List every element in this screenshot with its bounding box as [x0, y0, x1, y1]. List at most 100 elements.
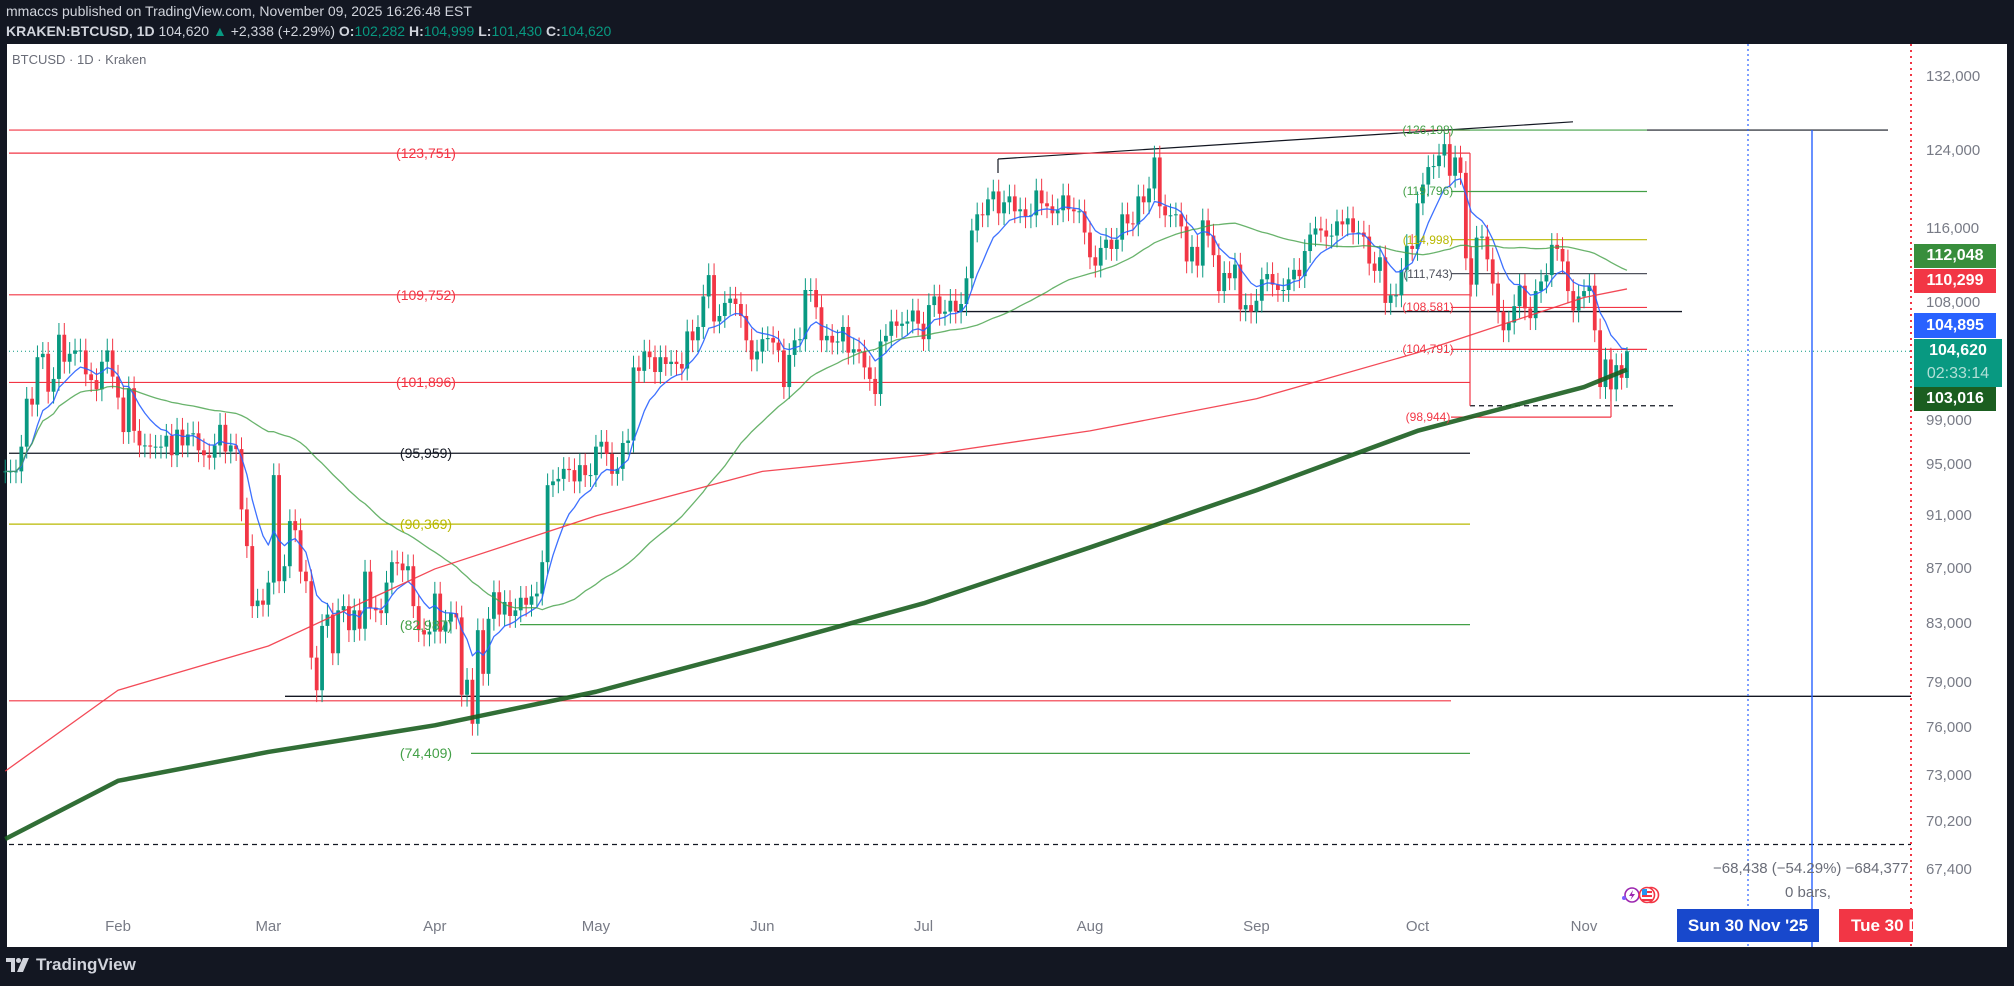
level-label: (108,581)	[1402, 300, 1454, 315]
candle-body	[722, 302, 727, 316]
candle-body	[416, 606, 421, 631]
candle-body	[1485, 236, 1490, 260]
up-triangle-icon: ▲	[212, 23, 227, 39]
candle-body	[674, 361, 679, 365]
candle-body	[142, 445, 147, 447]
time-axis-label: Mar	[255, 918, 282, 935]
candle-body	[1012, 196, 1017, 212]
candle-body	[1200, 220, 1205, 266]
candle-body	[760, 339, 765, 352]
long-ma-price-badge: 103,016	[1914, 387, 1996, 411]
candle-body	[567, 468, 571, 471]
candle-body	[1340, 221, 1345, 225]
open-label: O:	[338, 23, 355, 39]
candle-body	[1329, 235, 1334, 237]
candle-body	[900, 323, 904, 326]
candle-body	[529, 596, 534, 605]
candle-body	[696, 326, 700, 341]
candle-body	[1141, 196, 1146, 203]
candle-body	[824, 335, 829, 341]
candle-body	[1367, 236, 1372, 264]
candle-body	[1249, 305, 1253, 312]
candle-body	[819, 307, 824, 341]
moving-average-line	[5, 178, 1628, 657]
candle-body	[1324, 230, 1329, 237]
candle-body	[110, 350, 115, 377]
symbol-ohlc-bar: KRAKEN:BTCUSD, 1D 104,620 ▲ +2,338 (+2.2…	[6, 23, 611, 39]
candle-body	[470, 679, 475, 724]
candle-body	[438, 593, 443, 632]
candle-body	[1297, 269, 1302, 277]
candle-body	[384, 582, 389, 614]
candle-body	[475, 630, 480, 724]
candle-body	[1018, 209, 1023, 212]
candle-body	[556, 478, 561, 482]
candle-body	[1447, 144, 1452, 176]
candle-body	[24, 398, 29, 447]
candle-body	[577, 465, 582, 482]
candle-body	[121, 397, 126, 433]
candle-body	[30, 398, 34, 405]
candle-body	[406, 566, 410, 571]
candle-body	[1614, 365, 1619, 390]
time-axis-label: Nov	[1570, 918, 1598, 935]
candle-body	[94, 380, 99, 390]
candle-body	[1512, 306, 1517, 323]
price-axis-label: 76,000	[1926, 719, 1972, 737]
events-icons[interactable]	[1620, 884, 1670, 906]
candle-body	[787, 354, 792, 388]
candle-body	[1598, 330, 1603, 388]
candle-body	[1066, 195, 1071, 210]
candle-body	[196, 433, 201, 451]
candle-body	[363, 571, 367, 629]
candle-body	[1163, 206, 1168, 216]
candle-body	[1426, 167, 1431, 185]
candle-body	[1394, 295, 1398, 297]
candle-body	[432, 593, 437, 632]
candle-body	[1093, 257, 1098, 266]
candle-body	[685, 331, 690, 369]
candle-body	[594, 446, 598, 476]
candle-body	[518, 597, 523, 611]
candle-body	[943, 311, 947, 314]
ema-price-badge: 104,895	[1914, 313, 1996, 338]
candle-body	[1039, 190, 1044, 204]
tradingview-logo[interactable]: TradingView	[6, 955, 136, 975]
candle-body	[185, 434, 190, 446]
high-label: H:	[408, 23, 424, 39]
candle-body	[1345, 218, 1350, 225]
candle-body	[830, 335, 835, 343]
level-label: (95,959)	[399, 445, 453, 462]
candle-body	[1131, 223, 1135, 225]
candle-body	[1082, 211, 1087, 233]
symbol-name[interactable]: KRAKEN:BTCUSD, 1D	[6, 23, 155, 39]
candle-body	[862, 351, 867, 368]
time-axis-label: Jul	[913, 918, 934, 935]
candle-body	[1501, 311, 1506, 331]
candle-body	[631, 367, 636, 441]
candle-body	[1179, 214, 1184, 227]
candle-body	[1474, 237, 1479, 285]
candle-body	[1480, 236, 1484, 238]
candle-body	[572, 470, 577, 482]
candle-body	[202, 450, 206, 456]
candle-body	[1002, 202, 1006, 214]
candle-body	[910, 310, 915, 322]
candle-body	[588, 475, 593, 477]
us-flag-icon[interactable]	[1638, 886, 1660, 904]
price-axis-label: 91,000	[1926, 506, 1972, 524]
candle-body	[19, 446, 24, 472]
candle-body	[1496, 283, 1500, 312]
candle-body	[239, 449, 244, 510]
candle-body	[744, 315, 749, 341]
candle-body	[561, 468, 566, 479]
price-axis-label: 99,000	[1926, 412, 1972, 429]
lightning-icon[interactable]	[1622, 887, 1640, 903]
candle-body	[604, 441, 609, 455]
candle-body	[309, 581, 314, 658]
candle-body	[975, 214, 980, 231]
level-label: (74,409)	[399, 745, 453, 762]
measure-bars: 0 bars,	[1785, 884, 1831, 901]
candle-body	[620, 442, 625, 469]
